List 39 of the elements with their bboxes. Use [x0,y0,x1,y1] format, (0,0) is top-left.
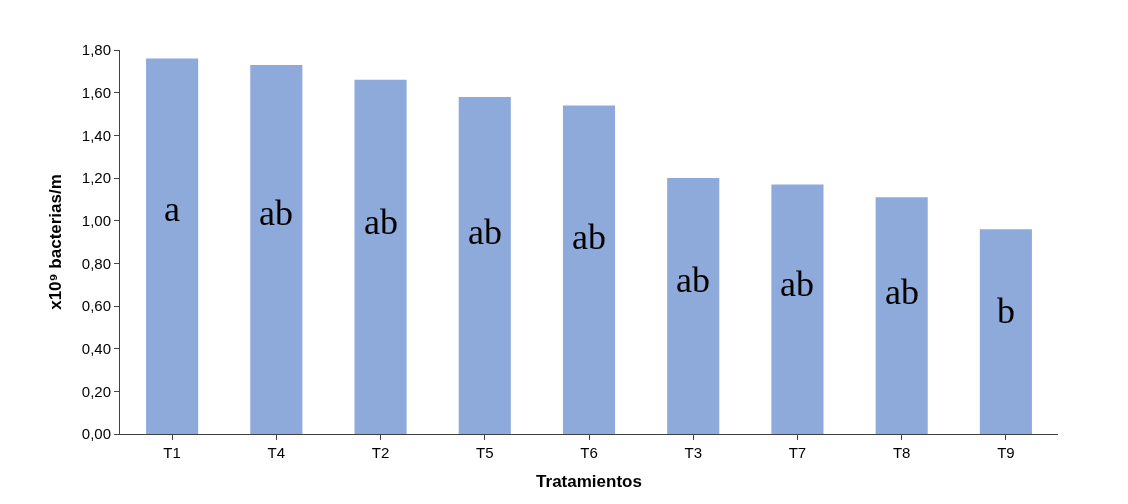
y-tick-label: 0,00 [81,425,111,443]
y-tick-label: 0,40 [81,339,111,357]
x-tick-label: T6 [580,444,598,461]
y-tick-label: 0,80 [81,254,111,272]
y-tick-label: 1,80 [81,41,111,59]
annotation: a [164,189,180,229]
annotation: ab [364,202,398,242]
bar [875,197,928,434]
y-tick-label: 0,20 [81,382,111,400]
y-tick-label: 0,60 [81,297,111,315]
annotation: ab [572,217,606,257]
x-tick-label: T5 [476,444,494,461]
y-axis-title: x10⁹ bacterias/m [46,174,66,310]
x-tick-label: T2 [371,444,390,461]
x-tick-label: T7 [788,444,807,461]
bar [146,58,199,434]
x-tick-label: T3 [684,444,702,461]
bar [250,64,303,434]
annotation: ab [468,212,502,252]
x-tick-label: T8 [892,444,911,461]
x-tick-label: T4 [267,444,286,461]
annotation: ab [676,260,710,300]
x-axis-title: Tratamientos [536,472,642,492]
bar [667,178,720,434]
bar [354,79,407,434]
bar [562,105,616,434]
y-tick-label: 1,60 [81,83,111,101]
bar [979,229,1032,434]
y-tick-label: 1,20 [81,169,111,187]
annotation: ab [780,264,814,304]
bar [458,96,511,434]
x-tick-label: T9 [997,444,1015,461]
x-tick-label: T1 [163,444,181,461]
y-tick-label: 1,00 [81,211,111,229]
y-tick-label: 1,40 [81,126,111,144]
bar [771,184,824,434]
annotation: ab [259,193,293,233]
annotation: b [997,291,1015,331]
annotation: ab [885,272,919,312]
